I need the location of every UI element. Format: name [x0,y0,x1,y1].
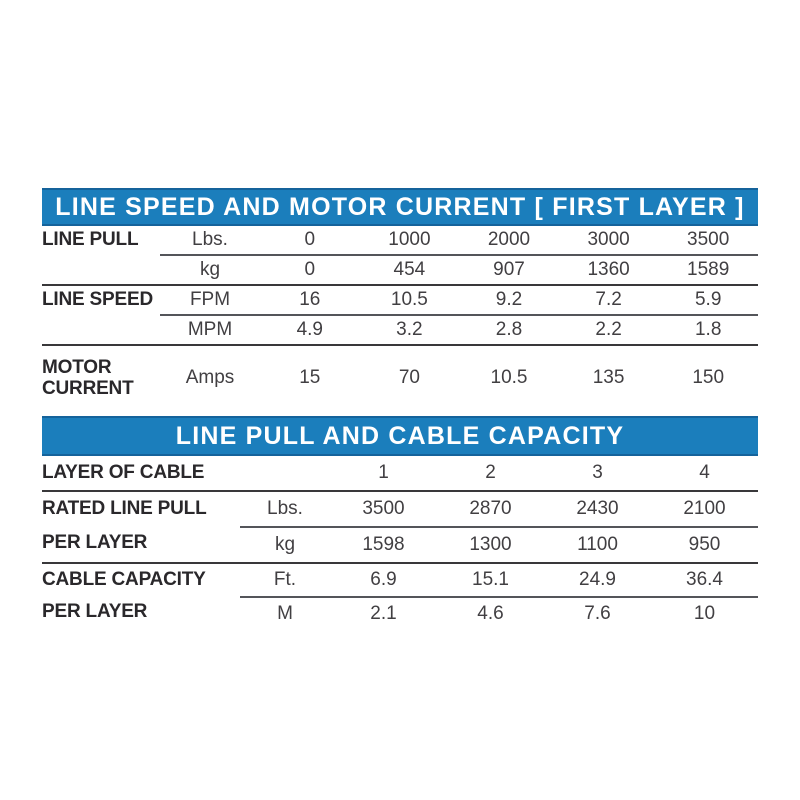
table1-title-bar: LINE SPEED AND MOTOR CURRENT [ FIRST LAY… [42,188,758,226]
value-cell: 3000 [587,229,630,250]
value-cell: 2870 [469,498,512,519]
value-cell: 1.8 [694,319,722,340]
group-rows: Amps 15 70 10.5 135 150 [160,346,758,410]
value-cell: 135 [592,367,625,388]
table1-title: LINE SPEED AND MOTOR CURRENT [ FIRST LAY… [55,192,745,221]
value-cell: 9.2 [495,289,523,310]
unit-cell: FPM [189,289,231,310]
value-cell: 4.9 [296,319,323,340]
table2-title-bar: LINE PULL AND CABLE CAPACITY [42,416,758,456]
value-cell: 15 [299,367,321,388]
value-cell: 1 [378,462,389,483]
table-row: M 2.1 4.6 7.6 10 [240,596,758,630]
table-row: kg 0 454 907 1360 1589 [160,254,758,284]
unit-cell: kg [274,534,296,555]
group-line-pull: LINE PULL Lbs. 0 1000 2000 3000 3500 kg … [42,226,758,284]
value-cell: 1300 [469,534,512,555]
value-cell: 15.1 [472,569,509,590]
value-cell: 4 [699,462,710,483]
group-layer-of-cable: LAYER OF CABLE 1 2 3 4 [42,456,758,490]
value-cell: 3.2 [396,319,423,340]
value-cell: 1360 [587,259,630,280]
value-cell: 2100 [683,498,726,519]
value-cell: 0 [304,229,316,250]
value-cell: 1000 [388,229,431,250]
value-cell: 24.9 [579,569,616,590]
table-row: Lbs. 3500 2870 2430 2100 [240,492,758,526]
group-rows: Ft. 6.9 15.1 24.9 36.4 M 2.1 4.6 7.6 10 [240,564,758,630]
row-group-label: CABLE CAPACITY PER LAYER [42,569,206,622]
unit-cell: Lbs. [192,229,228,250]
value-cell: 10.5 [390,289,428,310]
unit-cell: Amps [185,367,235,388]
table-row: MPM 4.9 3.2 2.8 2.2 1.8 [160,314,758,344]
table-line-speed-motor-current: LINE SPEED AND MOTOR CURRENT [ FIRST LAY… [42,188,758,410]
table-row: FPM 16 10.5 9.2 7.2 5.9 [160,286,758,314]
value-cell: 1589 [687,259,730,280]
group-rated-line-pull: RATED LINE PULL PER LAYER Lbs. 3500 2870… [42,490,758,562]
group-rows: Lbs. 0 1000 2000 3000 3500 kg 0 454 907 … [160,226,758,284]
group-cable-capacity: CABLE CAPACITY PER LAYER Ft. 6.9 15.1 24… [42,562,758,630]
row-group-label: RATED LINE PULL PER LAYER [42,498,207,553]
value-cell: 2.1 [370,603,397,624]
row-group-label: LINE PULL [42,229,139,250]
value-cell: 36.4 [686,569,723,590]
value-cell: 70 [398,367,420,388]
group-line-speed: LINE SPEED FPM 16 10.5 9.2 7.2 5.9 MPM 4… [42,284,758,344]
group-rows: FPM 16 10.5 9.2 7.2 5.9 MPM 4.9 3.2 2.8 … [160,286,758,344]
unit-cell: Lbs. [267,498,303,519]
unit-cell: kg [199,259,221,280]
value-cell: 2430 [576,498,619,519]
value-cell: 10.5 [490,367,528,388]
row-group-label: MOTOR CURRENT [42,357,134,399]
table-line-pull-cable-capacity: LINE PULL AND CABLE CAPACITY LAYER OF CA… [42,416,758,630]
unit-cell: Ft. [273,569,297,590]
value-cell: 1598 [362,534,405,555]
value-cell: 4.6 [477,603,504,624]
row-group-label: LAYER OF CABLE [42,462,205,483]
value-cell: 907 [493,259,525,280]
value-cell: 150 [692,367,725,388]
value-cell: 5.9 [694,289,722,310]
table-row: Amps 15 70 10.5 135 150 [160,346,758,410]
group-rows: Lbs. 3500 2870 2430 2100 kg 1598 1300 11… [240,492,758,562]
value-cell: 16 [299,289,321,310]
spec-sheet: LINE SPEED AND MOTOR CURRENT [ FIRST LAY… [42,188,758,630]
unit-cell: MPM [187,319,233,340]
value-cell: 7.6 [584,603,611,624]
row-group-label: LINE SPEED [42,289,153,310]
value-cell: 1100 [577,534,618,555]
value-cell: 2 [485,462,496,483]
value-cell: 7.2 [595,289,622,310]
value-cell: 2000 [487,229,531,250]
value-cell: 10 [693,603,716,624]
group-rows: 1 2 3 4 [240,456,758,490]
group-motor-current: MOTOR CURRENT Amps 15 70 10.5 135 150 [42,344,758,410]
table-row: Lbs. 0 1000 2000 3000 3500 [160,226,758,254]
table2-title: LINE PULL AND CABLE CAPACITY [175,421,625,450]
value-cell: 6.9 [370,569,397,590]
value-cell: 3 [592,462,603,483]
value-cell: 454 [393,259,426,280]
value-cell: 2.2 [595,319,622,340]
table-row: kg 1598 1300 1100 950 [240,526,758,562]
value-cell: 3500 [687,229,730,250]
unit-cell: M [277,603,293,624]
value-cell: 2.8 [495,319,523,340]
table-row: Ft. 6.9 15.1 24.9 36.4 [240,564,758,596]
value-cell: 0 [304,259,316,280]
value-cell: 950 [688,534,721,555]
value-cell: 3500 [362,498,405,519]
table-row: 1 2 3 4 [240,456,758,490]
